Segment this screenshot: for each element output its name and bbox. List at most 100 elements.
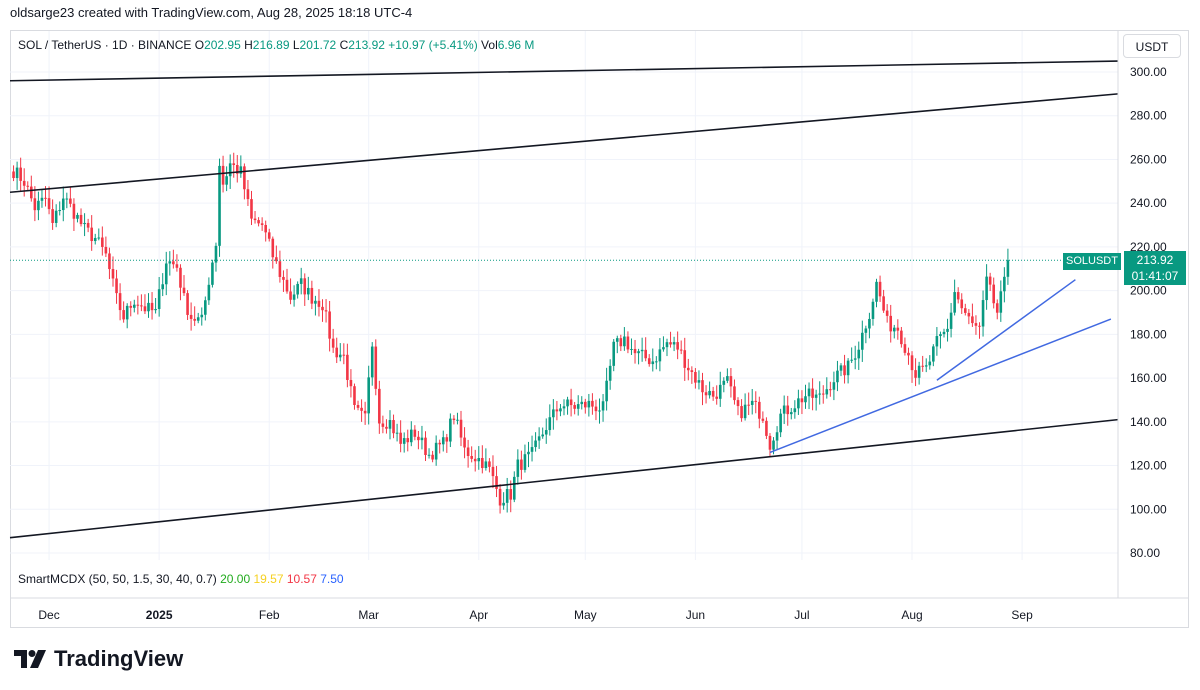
candle-body (122, 310, 125, 320)
candle-body (793, 408, 797, 413)
indicator-value-1: 20.00 (220, 572, 251, 586)
symbol-name[interactable]: SOL / TetherUS · 1D · BINANCE (18, 38, 192, 52)
candle-body (125, 305, 129, 320)
candle-body (324, 310, 328, 312)
indicator-name: SmartMCDX (50, 50, 1.5, 30, 40, 0.7) (18, 572, 217, 586)
candle-body (875, 281, 878, 302)
candle-body (193, 318, 196, 321)
candle-body (420, 437, 424, 441)
candle-body (580, 401, 584, 405)
candle-body (910, 355, 914, 371)
candle-body (566, 399, 569, 407)
candle-body (846, 360, 850, 376)
candle-body (807, 388, 811, 397)
candle-body (51, 209, 54, 223)
rising-support-1-line (769, 318, 1112, 454)
candle-body (995, 303, 999, 313)
candle-body (889, 315, 893, 332)
candle-body (573, 405, 576, 409)
candle-body (402, 438, 406, 444)
candle-body (150, 302, 154, 311)
change-value: +10.97 (+5.41%) (388, 38, 478, 52)
candle-body (928, 361, 932, 366)
candle-body (69, 198, 72, 204)
indicator-legend[interactable]: SmartMCDX (50, 50, 1.5, 30, 40, 0.7) 20.… (18, 572, 344, 586)
tradingview-logo[interactable]: TradingView (14, 646, 183, 672)
candle-body (644, 349, 647, 359)
chart-frame[interactable] (10, 30, 1189, 628)
candle-body (37, 200, 40, 211)
candle-body (630, 348, 633, 350)
candle-body (19, 167, 22, 181)
candle-body (30, 186, 33, 199)
candle-body (587, 400, 591, 408)
candle-body (65, 198, 69, 200)
candle-body (683, 350, 687, 368)
candle-body (321, 306, 324, 311)
candle-body (459, 419, 463, 438)
candle-body (825, 389, 829, 395)
candle-body (26, 185, 30, 187)
y-axis: 300.00 280.00 260.00 240.00 220.00 200.00 180.… (10, 31, 1189, 599)
candle-body (917, 365, 921, 378)
candle-body (381, 423, 385, 427)
candle-body (118, 293, 122, 311)
candle-body (903, 344, 907, 353)
open-label: O (194, 38, 205, 52)
candle-body (406, 438, 410, 443)
candle-body (761, 418, 765, 421)
candle-body (800, 398, 804, 403)
candle-body (353, 386, 356, 406)
y-tick-label: 120.00 (1130, 459, 1167, 473)
candle-body (72, 203, 76, 219)
candle-body (331, 338, 335, 348)
candle-body (591, 400, 594, 407)
high-label: H (244, 38, 253, 52)
candle-body (704, 392, 708, 396)
candle-body (932, 346, 935, 362)
candle-body (392, 420, 395, 434)
candle-body (218, 165, 221, 246)
candle-body (885, 310, 889, 316)
candle-body (726, 376, 729, 381)
candle-body (491, 466, 495, 477)
candle-body (758, 401, 761, 419)
candle-body (271, 238, 275, 258)
candle-body (495, 476, 498, 489)
candle-body (481, 458, 484, 469)
candle-body (605, 380, 608, 402)
candle-body (612, 341, 616, 366)
open-value: 202.95 (204, 38, 241, 52)
candle-body (211, 262, 214, 285)
candle-body (413, 429, 417, 437)
candle-body (338, 354, 342, 358)
candle-body (97, 237, 101, 239)
candle-body (473, 458, 477, 462)
candle-body (58, 210, 62, 212)
candle-body (939, 334, 942, 337)
bar-countdown: 01:41:07 (1131, 269, 1179, 283)
candle-body (267, 232, 271, 239)
candle-body (93, 237, 97, 242)
candle-body (452, 418, 456, 421)
candle-body (385, 426, 388, 429)
candle-body (544, 430, 548, 435)
candle-body (172, 261, 175, 265)
candle-body (516, 459, 520, 477)
candle-body (438, 442, 442, 445)
candle-body (108, 253, 111, 270)
candle-body (878, 281, 882, 297)
candle-body (235, 164, 239, 174)
candle-body (896, 327, 900, 331)
candle-body (221, 165, 225, 185)
candle-body (310, 287, 314, 304)
candle-body (264, 224, 267, 233)
candle-body (44, 197, 47, 199)
y-tick-label: 260.00 (1130, 152, 1167, 166)
candle-body (626, 336, 630, 350)
currency-button[interactable]: USDT (1123, 34, 1181, 58)
x-tick-label: Mar (358, 608, 379, 622)
candle-body (789, 412, 793, 415)
candle-body (260, 223, 264, 225)
